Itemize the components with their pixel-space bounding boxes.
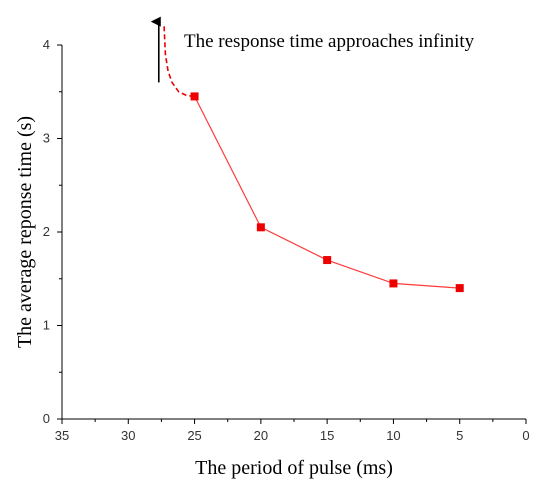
x-tick-label: 35 xyxy=(55,428,69,443)
x-tick-label: 15 xyxy=(320,428,334,443)
y-tick-label: 3 xyxy=(43,131,50,146)
data-point-marker xyxy=(455,284,464,293)
asymptote-dashed-curve xyxy=(163,26,195,98)
axes-group xyxy=(61,45,526,420)
data-point-marker xyxy=(190,92,199,101)
data-point-marker xyxy=(256,223,265,232)
data-point-marker xyxy=(389,279,398,288)
x-axis-title: The period of pulse (ms) xyxy=(195,457,393,479)
y-tick-label: 4 xyxy=(43,37,50,52)
y-tick-label: 1 xyxy=(43,318,50,333)
y-tick-label: 0 xyxy=(43,411,50,426)
x-tick-label: 5 xyxy=(456,428,463,443)
x-tick-label: 30 xyxy=(121,428,135,443)
series-group xyxy=(163,26,464,293)
x-tick-label: 20 xyxy=(254,428,268,443)
annotation-group: The response time approaches infinity xyxy=(150,16,475,83)
x-tick-label: 10 xyxy=(386,428,400,443)
y-axis-title: The average reponse time (s) xyxy=(14,116,36,348)
ticks-group: 35 30 25 20 15 10 5 0 0 1 2 3 4 xyxy=(43,37,530,443)
y-tick-label: 2 xyxy=(43,224,50,239)
x-tick-label: 25 xyxy=(187,428,201,443)
data-point-marker xyxy=(323,256,332,265)
x-tick-label: 0 xyxy=(522,428,529,443)
annotation-text: The response time approaches infinity xyxy=(184,31,475,52)
